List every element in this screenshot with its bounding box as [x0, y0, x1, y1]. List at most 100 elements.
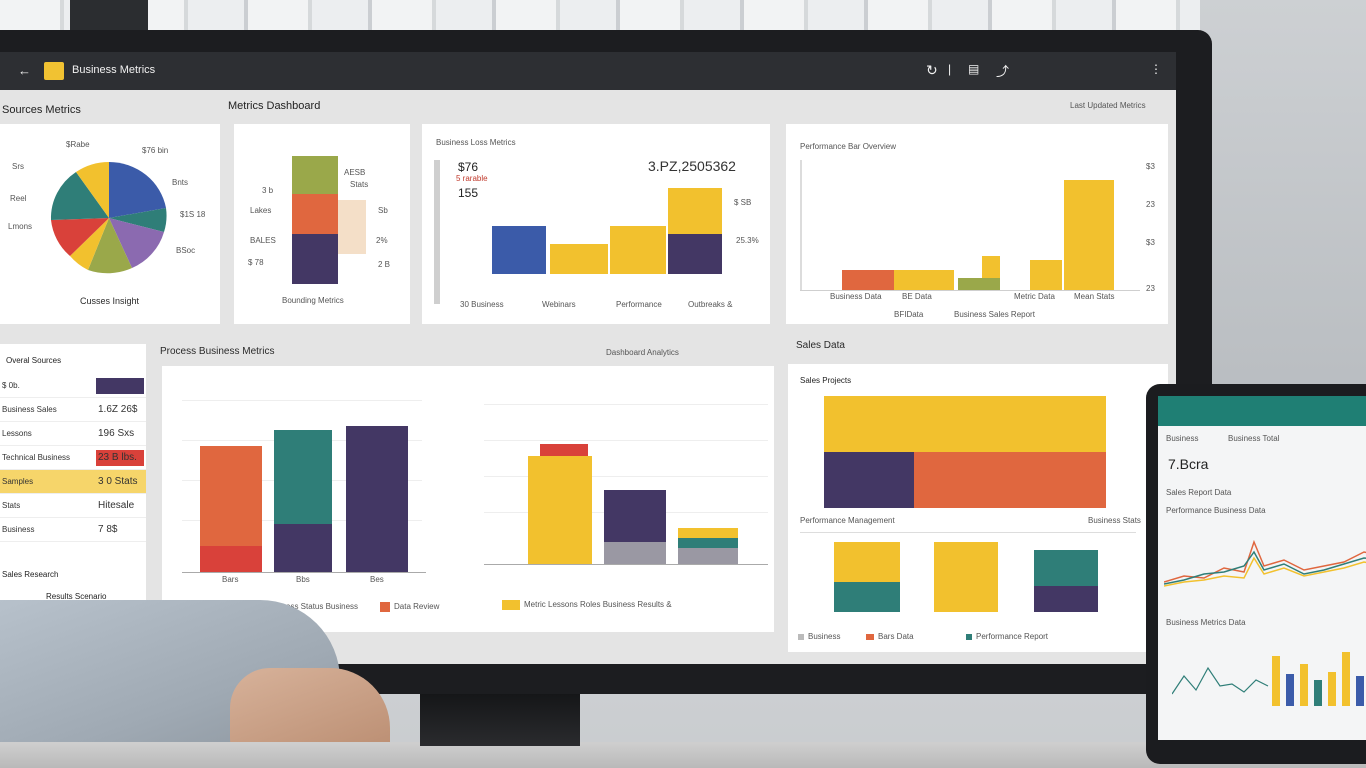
sales-subtitle: Performance Management [800, 516, 895, 525]
kpi-value: 155 [458, 186, 479, 200]
sales-legend-label: Bars Data [878, 632, 914, 641]
process-legend: Data Review [380, 602, 439, 612]
kpi-category: Outbreaks & [688, 300, 733, 309]
app-logo [44, 62, 64, 80]
perf-bar-yellow-small [982, 256, 1000, 278]
stack-label: 2% [376, 236, 388, 245]
perf-tick: $3 [1146, 162, 1155, 171]
stack-label: Lakes [250, 206, 272, 215]
kpi-note: 25.3% [736, 236, 759, 245]
process-baseline [182, 572, 426, 573]
list-row-value: Hitesale [98, 500, 135, 511]
legend-swatch-orange [380, 602, 390, 612]
list-footer: Sales Research [2, 570, 59, 579]
perf-tick: 23 [1146, 284, 1155, 293]
perf-tick: $3 [1146, 238, 1155, 247]
sales-bar-yellow-wide [914, 396, 1106, 452]
tablet-bar [1356, 676, 1364, 706]
list-row[interactable]: Technical Business 23 B lbs. [0, 446, 146, 470]
process-bar-teal [274, 430, 332, 524]
stack-label: Sb [378, 206, 388, 215]
kpi-note: $ SB [734, 198, 752, 207]
monitor-stand [420, 694, 580, 746]
pie-label: BSoc [176, 246, 196, 255]
sales-right-note: Business Stats [1088, 516, 1141, 525]
analytics-gridline [484, 440, 768, 441]
tablet-header [1158, 396, 1366, 426]
stack-label: $ 78 [248, 258, 264, 267]
pie-slice-teal-2 [50, 172, 109, 220]
performance-baseline [800, 290, 1140, 291]
stack-label: AESB [344, 168, 366, 177]
list-row[interactable]: $ 0b. [0, 374, 146, 398]
kpi-bar-purple [668, 234, 722, 274]
list-row-label: Business [2, 525, 35, 534]
process-bar-purple [274, 524, 332, 572]
sales-legend: Bars Data [866, 632, 914, 641]
tablet-line: Performance Business Data [1166, 506, 1266, 515]
pie-slice-blue [109, 162, 166, 218]
stack-label: BALES [250, 236, 276, 245]
process-category: Bars [222, 575, 239, 584]
stack-bar-olive [292, 156, 338, 194]
background-pillar [70, 0, 148, 30]
back-icon[interactable]: ← [18, 63, 31, 78]
perf-category: Mean Stats [1074, 292, 1115, 301]
stack-label: 3 b [262, 186, 274, 195]
tablet-line: Sales Report Data [1166, 488, 1232, 497]
list-row[interactable]: Business 7 8$ [0, 518, 146, 542]
stack-bar-peach [338, 200, 366, 254]
stack-caption: Bounding Metrics [282, 296, 344, 305]
section-title-process: Process Business Metrics [160, 346, 275, 357]
process-category: Bes [370, 575, 384, 584]
more-icon[interactable]: ⋮ [1150, 62, 1162, 76]
perf-tick: 23 [1146, 200, 1155, 209]
info-icon[interactable]: | [948, 62, 952, 76]
kpi-bar-yellow [668, 188, 722, 234]
kpi-bar-yellow [550, 244, 608, 274]
list-row-label: Business Sales [2, 405, 57, 414]
section-note-updated: Last Updated Metrics [1070, 101, 1146, 110]
pie-chart [50, 162, 167, 274]
analytics-bar-yellow-small [678, 528, 738, 538]
process-legend-label: Data Review [394, 602, 440, 612]
app-topbar: ← Business Metrics ↻ | ▤ ⤴ ⋮ [0, 52, 1176, 90]
sales-legend-label: Performance Report [976, 632, 1049, 641]
legend-swatch-teal [966, 633, 972, 640]
sales-bar-purple [824, 452, 914, 508]
refresh-icon[interactable]: ↻ [926, 62, 938, 78]
perf-bar-yellow [894, 270, 954, 290]
pie-label: Reel [10, 194, 27, 203]
list-row[interactable]: Lessons 196 Sxs [0, 422, 146, 446]
tool-icon[interactable]: ⤴ [996, 64, 1010, 79]
tablet-bar [1300, 664, 1308, 706]
list-row[interactable]: Samples 3 0 Stats [0, 470, 146, 494]
kpi-bar-blue [492, 226, 546, 274]
pie-slice-teal [109, 208, 167, 232]
pie-slice-olive [88, 218, 132, 274]
sales-bar2-yellow [834, 542, 900, 582]
process-chart-panel [162, 366, 774, 632]
sales-bar2-yellow-tall [934, 542, 998, 612]
kpi-category: Performance [616, 300, 662, 309]
list-row-value: 1.6Z 26$ [98, 404, 138, 415]
stack-bar-purple [292, 234, 338, 284]
kpi-bar-yellow [610, 226, 666, 274]
list-row-label: Samples [2, 477, 34, 486]
kpi-sub: 5 rarable [456, 174, 488, 183]
pie-label: Bnts [172, 178, 189, 187]
process-bar-red [200, 546, 262, 572]
analytics-bar-purple [604, 490, 666, 542]
analytics-bar-red [540, 444, 588, 456]
chart-icon[interactable]: ▤ [968, 62, 980, 76]
analytics-legend: Metric Lessons Roles Business Results & [502, 600, 672, 610]
sales-legend-label: Business [808, 632, 841, 641]
sales-legend: Business [798, 632, 840, 641]
list-row[interactable]: Stats Hitesale [0, 494, 146, 518]
perf-legend: Business Sales Report [954, 310, 1035, 319]
kpi-category: 30 Business [460, 300, 504, 309]
pie-slice-yellow-small [70, 218, 109, 270]
tablet-header-right: Business Total [1228, 434, 1280, 443]
performance-title: Performance Bar Overview [800, 142, 897, 151]
list-row[interactable]: Business Sales 1.6Z 26$ [0, 398, 146, 422]
